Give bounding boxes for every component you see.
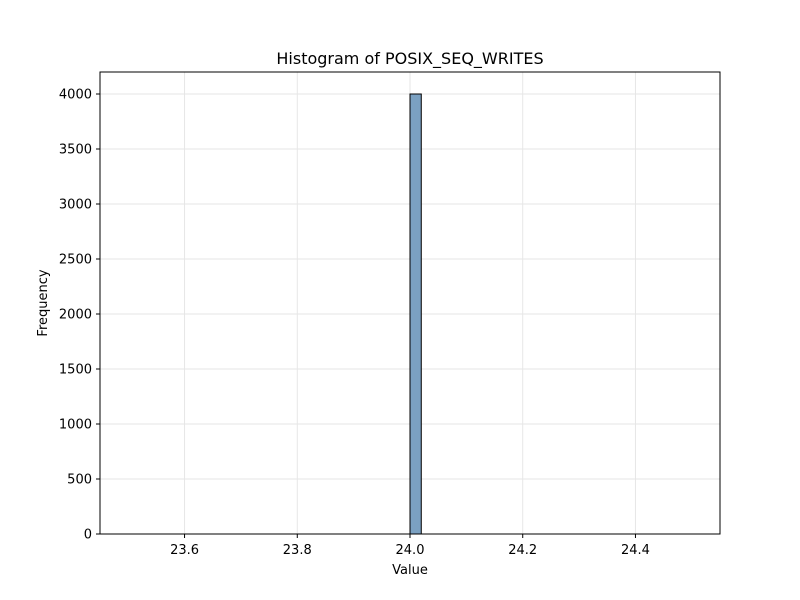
x-tick-label: 24.0 <box>396 543 425 558</box>
chart-title: Histogram of POSIX_SEQ_WRITES <box>276 49 543 69</box>
histogram-bars <box>409 93 422 535</box>
y-tick-label: 2000 <box>59 308 92 323</box>
histogram-bar <box>409 93 422 535</box>
x-tick-label: 24.2 <box>508 543 537 558</box>
y-tick-label: 3500 <box>59 143 92 158</box>
x-axis-ticks: 23.6 23.8 24.0 24.2 24.4 <box>170 534 650 558</box>
x-tick-label: 23.8 <box>283 543 312 558</box>
y-tick-label: 1500 <box>59 363 92 378</box>
x-tick-label: 24.4 <box>621 543 650 558</box>
y-tick-label: 0 <box>84 528 92 543</box>
y-tick-label: 3000 <box>59 198 92 213</box>
x-axis-label: Value <box>392 563 428 578</box>
y-tick-label: 500 <box>67 473 92 488</box>
x-tick-label: 23.6 <box>170 543 199 558</box>
y-tick-label: 1000 <box>59 418 92 433</box>
y-tick-label: 2500 <box>59 253 92 268</box>
y-tick-label: 4000 <box>59 88 92 103</box>
y-axis-ticks: 0 500 1000 1500 2000 2500 3000 3500 4000 <box>59 88 100 543</box>
y-axis-label: Frequency <box>36 269 51 336</box>
